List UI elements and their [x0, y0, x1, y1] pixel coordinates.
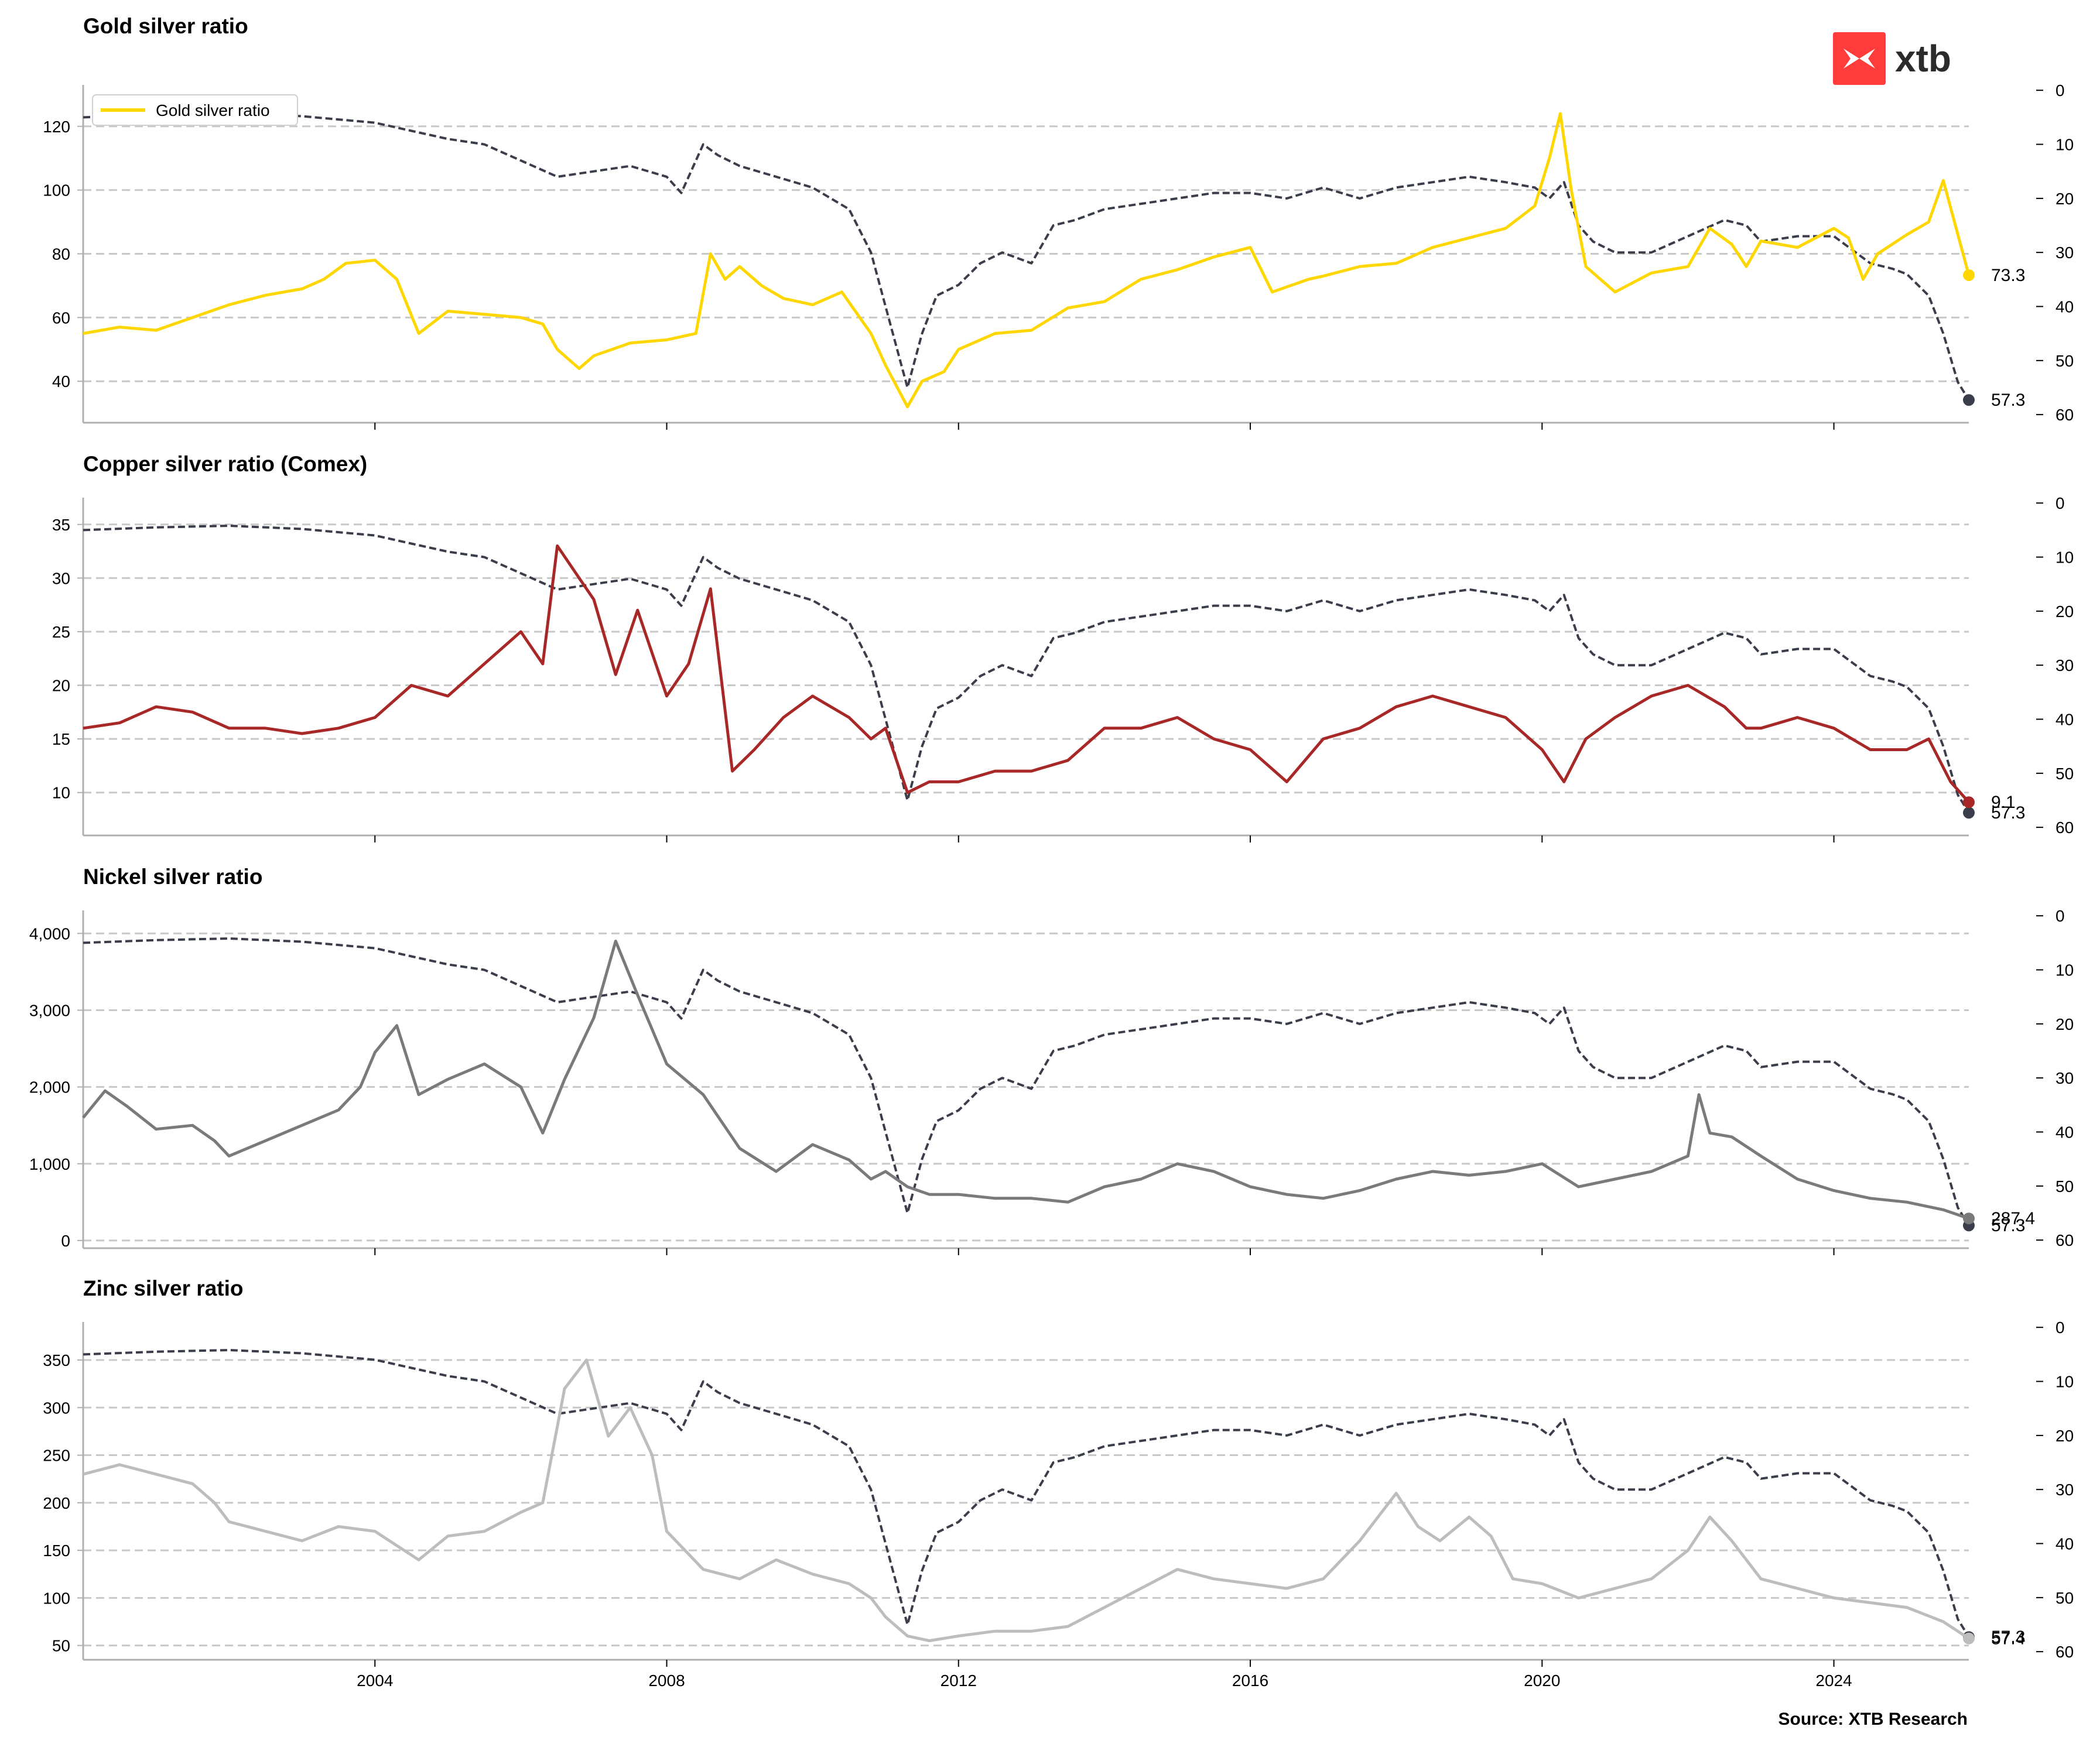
- chart-title: Zinc silver ratio: [83, 1276, 244, 1300]
- y2-tick-label: 10: [2055, 961, 2074, 979]
- y2-tick-label: 40: [2055, 298, 2074, 316]
- y2-tick-label: 40: [2055, 711, 2074, 729]
- y-tick-label: 350: [43, 1351, 70, 1369]
- y2-tick-label: 10: [2055, 1373, 2074, 1391]
- ratio-end-label: 57.4: [1991, 1629, 2025, 1649]
- chart-panel-4: Zinc silver ratio 50 100 150 200 250 300 350 0 10…: [43, 1276, 2074, 1690]
- right-series-end-marker: [1963, 807, 1975, 819]
- y-tick-label: 200: [43, 1494, 70, 1512]
- x-tick-label: 2024: [1815, 1671, 1852, 1690]
- y-tick-label: 250: [43, 1447, 70, 1465]
- ratio-series-line: [83, 1358, 1970, 1642]
- y-tick-label: 50: [52, 1637, 70, 1655]
- chart-title: Nickel silver ratio: [83, 865, 262, 889]
- xtb-logo-x-icon: [1844, 49, 1875, 68]
- x-tick-label: 2008: [648, 1671, 685, 1690]
- right-axis-series-line: [83, 112, 1970, 401]
- ratio-end-label: 73.3: [1991, 266, 2025, 285]
- y2-tick-label: 50: [2055, 765, 2074, 783]
- right-series-end-label: 57.3: [1991, 1216, 2025, 1235]
- y2-tick-label: 0: [2055, 907, 2065, 925]
- x-tick-label: 2020: [1524, 1671, 1560, 1690]
- y2-tick-label: 30: [2055, 244, 2074, 262]
- ratio-series-line: [83, 544, 1970, 803]
- ratio-series-end-marker: [1963, 1212, 1975, 1225]
- ratio-end-label: 9.1: [1991, 793, 2016, 812]
- x-tick-label: 2004: [357, 1671, 393, 1690]
- y-tick-label: 120: [43, 118, 70, 136]
- right-axis-series-line: [83, 525, 1970, 814]
- right-series-end-label: 57.3: [1991, 803, 2025, 823]
- y2-tick-label: 60: [2055, 1643, 2074, 1661]
- y-tick-label: 30: [52, 569, 70, 587]
- y2-tick-label: 20: [2055, 190, 2074, 208]
- y-tick-label: 15: [52, 730, 70, 748]
- y2-tick-label: 50: [2055, 1589, 2074, 1607]
- chart-title: Gold silver ratio: [83, 14, 248, 38]
- y2-tick-label: 60: [2055, 1231, 2074, 1249]
- ratio-series-line: [83, 112, 1971, 409]
- legend-label: Gold silver ratio: [156, 101, 270, 119]
- chart-panel-3: Nickel silver ratio 0 1,000 2,000 3,000 4,000…: [29, 865, 2074, 1255]
- y-tick-label: 4,000: [29, 924, 70, 943]
- ratio-series-end-marker: [1963, 1632, 1975, 1645]
- chart-legend: Gold silver ratio: [92, 94, 298, 126]
- right-series-end-label: 57.3: [1991, 390, 2025, 410]
- xtb-logo-text: xtb: [1895, 37, 1951, 80]
- legend-box: [92, 94, 298, 126]
- y-tick-label: 300: [43, 1399, 70, 1417]
- y2-tick-label: 20: [2055, 602, 2074, 621]
- chart-panels: Gold silver ratio40608010012001020304050…: [29, 14, 2074, 1690]
- y-tick-label: 3,000: [29, 1001, 70, 1019]
- y2-tick-label: 0: [2055, 81, 2065, 100]
- y-tick-label: 2,000: [29, 1078, 70, 1097]
- ratio-series-end-marker: [1963, 269, 1975, 281]
- right-series-end-label: 57.3: [1991, 1628, 2025, 1647]
- ratio-series-end-marker: [1963, 796, 1975, 809]
- y2-tick-label: 60: [2055, 406, 2074, 424]
- y2-tick-label: 40: [2055, 1535, 2074, 1553]
- source-note: Source: XTB Research: [1778, 1710, 1968, 1729]
- right-axis-series-line: [83, 937, 1970, 1227]
- x-tick-label: 2012: [940, 1671, 977, 1690]
- y-tick-label: 1,000: [29, 1155, 70, 1173]
- x-tick-label: 2016: [1232, 1671, 1268, 1690]
- y-tick-label: 20: [52, 677, 70, 695]
- chart-panel-2: Copper silver ratio (Comex) 10 15 20 25 30 35 0…: [52, 452, 2074, 842]
- y-tick-label: 40: [52, 372, 70, 390]
- right-series-end-marker: [1963, 394, 1975, 406]
- y2-tick-label: 40: [2055, 1123, 2074, 1142]
- y-tick-label: 100: [43, 1589, 70, 1607]
- right-axis-series-line: [83, 1349, 1970, 1638]
- y-tick-label: 60: [52, 309, 70, 327]
- y-tick-label: 25: [52, 623, 70, 641]
- y2-tick-label: 60: [2055, 818, 2074, 837]
- xtb-logo: xtb: [1833, 32, 1951, 85]
- y2-tick-label: 30: [2055, 656, 2074, 674]
- y-tick-label: 10: [52, 784, 70, 802]
- y2-tick-label: 30: [2055, 1481, 2074, 1499]
- chart-title: Copper silver ratio (Comex): [83, 452, 367, 476]
- chart-panel-1: Gold silver ratio 40 60 80 100 120 0 10 20 30 40 50…: [43, 14, 2074, 430]
- y-tick-label: 150: [43, 1542, 70, 1560]
- ratio-end-label: 287.4: [1991, 1209, 2035, 1228]
- y2-tick-label: 10: [2055, 136, 2074, 154]
- y-tick-label: 80: [52, 245, 70, 263]
- y2-tick-label: 50: [2055, 352, 2074, 370]
- y2-tick-label: 30: [2055, 1069, 2074, 1087]
- y2-tick-label: 10: [2055, 549, 2074, 567]
- y2-tick-label: 20: [2055, 1427, 2074, 1445]
- y-tick-label: 100: [43, 181, 70, 200]
- y2-tick-label: 50: [2055, 1177, 2074, 1196]
- y2-tick-label: 0: [2055, 1318, 2065, 1337]
- y2-tick-label: 0: [2055, 494, 2065, 512]
- ratio-series-line: [82, 940, 1969, 1220]
- y2-tick-label: 20: [2055, 1015, 2074, 1033]
- y-tick-label: 0: [61, 1232, 70, 1250]
- y-tick-label: 35: [52, 516, 70, 534]
